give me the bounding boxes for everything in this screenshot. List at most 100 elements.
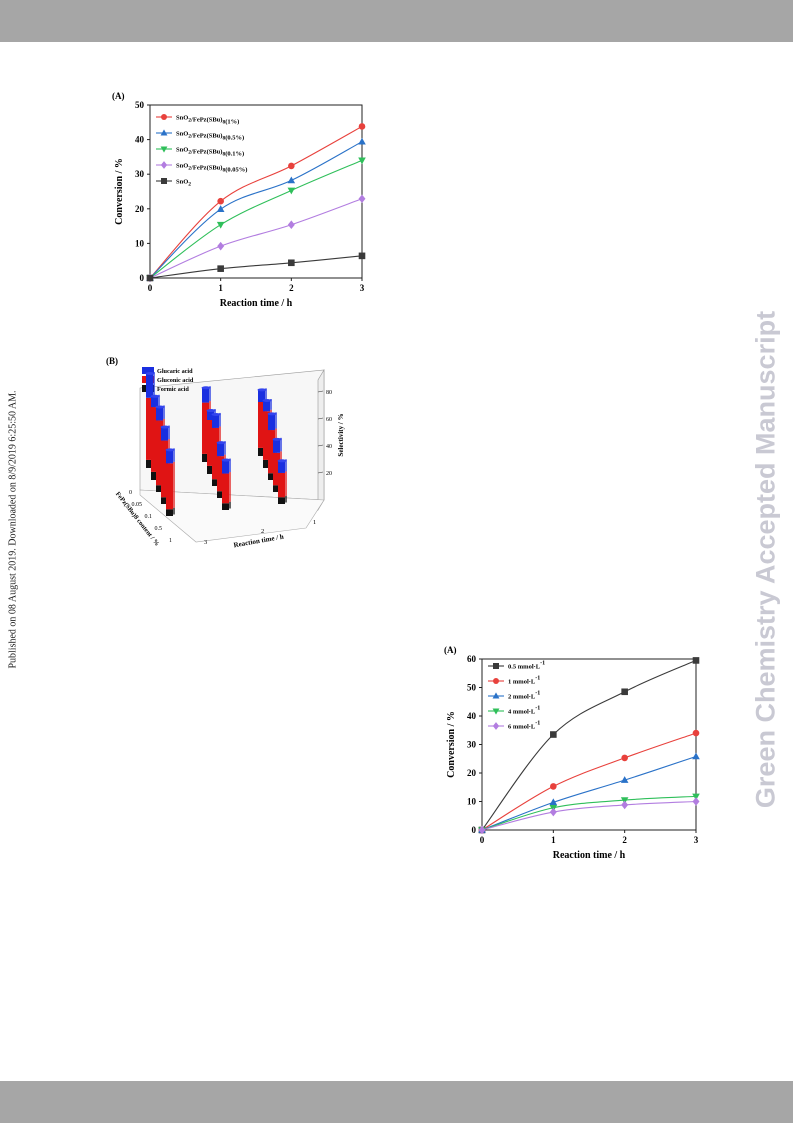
series-line <box>149 125 363 279</box>
bar-segment-side <box>285 495 287 503</box>
data-point <box>358 123 366 130</box>
x-tick-label: 2 <box>622 835 627 845</box>
content-tick-label: 0.5 <box>155 526 163 532</box>
data-point <box>692 797 700 806</box>
content-tick-label: 0 <box>129 490 132 496</box>
z-tick-label: 80 <box>326 390 332 396</box>
bar-cap <box>277 459 287 463</box>
bar-segment <box>217 442 224 457</box>
bar-segment <box>273 439 280 453</box>
bar-cap <box>272 437 282 441</box>
bar-segment-side <box>229 472 231 502</box>
y-tick-label: 40 <box>467 711 477 721</box>
data-point <box>217 197 224 205</box>
bar-segment <box>207 420 214 466</box>
x-tick-label: 1 <box>218 283 223 293</box>
content-tick-label: 0.05 <box>132 502 143 508</box>
bar-cap <box>160 425 170 429</box>
bar-segment-side <box>209 386 211 402</box>
data-point <box>287 220 295 230</box>
legend-label: SnO2/FePz(SBu)8(0.1%) <box>176 147 244 158</box>
side-wall <box>317 368 325 512</box>
data-point <box>692 657 700 664</box>
bar-segment <box>212 427 219 480</box>
series-line <box>481 659 697 831</box>
bar-segment-side <box>270 399 272 410</box>
legend-marker <box>492 692 500 699</box>
journal-watermark: Green Chemistry Accepted Manuscript <box>750 310 781 809</box>
data-point <box>216 205 225 212</box>
legend-label: SnO2/FePz(SBu)8(1%) <box>176 115 239 126</box>
bar-segment <box>217 456 224 492</box>
bar-cap <box>257 388 267 392</box>
x-tick-label: 0 <box>480 835 485 845</box>
bar-cap <box>165 448 175 452</box>
z-tick-label: 60 <box>326 417 332 423</box>
data-point <box>288 162 295 170</box>
data-point <box>358 137 366 145</box>
y-tick-label: 20 <box>135 204 145 214</box>
data-point <box>549 798 558 806</box>
bar-segment <box>258 447 265 456</box>
x-tick-label: 0 <box>148 283 153 293</box>
data-point <box>549 807 557 817</box>
bar-segment <box>222 473 229 504</box>
bar-segment <box>156 406 163 421</box>
bar-cap <box>211 412 221 416</box>
bar-segment-side <box>280 437 282 452</box>
bar-segment-side <box>158 394 160 406</box>
y-tick-label: 10 <box>467 797 477 807</box>
bar-segment <box>202 402 209 454</box>
bar-segment-side <box>265 388 267 401</box>
series-line <box>149 255 363 279</box>
bar-segment <box>161 497 168 504</box>
bar-segment-side <box>285 471 287 496</box>
bar-segment <box>207 465 214 474</box>
content-tick-label: 1 <box>169 538 172 544</box>
time-tick-label: 2 <box>261 528 264 535</box>
y-tick-label: 50 <box>467 683 477 693</box>
x-axis-label: Reaction time / h <box>553 850 626 861</box>
bar-segment <box>263 459 270 468</box>
legend-marker <box>160 146 168 153</box>
bar-segment <box>217 491 224 498</box>
bar-segment <box>212 479 219 486</box>
data-point <box>358 157 366 165</box>
data-point <box>621 688 628 696</box>
series-line <box>481 800 697 831</box>
bar-cap <box>201 386 211 390</box>
y-tick-label: 30 <box>135 169 145 179</box>
page-header-band <box>0 0 793 42</box>
data-point <box>621 800 629 810</box>
panel-label: (A) <box>112 91 125 101</box>
bar-segment <box>258 389 265 402</box>
bar-segment <box>268 473 275 480</box>
bar-segment-side <box>229 501 231 509</box>
data-point <box>692 752 700 760</box>
bar-segment-side <box>173 448 175 462</box>
bar-segment <box>166 449 173 464</box>
bar-segment <box>161 427 168 441</box>
bar-segment <box>156 420 163 486</box>
data-point <box>692 729 700 737</box>
legend-label: 0.5 mmol·L-1 <box>508 661 545 671</box>
x-tick-label: 3 <box>360 283 365 293</box>
data-point <box>692 793 700 801</box>
bar-cap <box>206 409 216 413</box>
legend-marker <box>161 114 167 120</box>
y-tick-label: 0 <box>472 825 477 835</box>
z-tick <box>317 390 324 393</box>
z-tick <box>317 444 324 447</box>
bar-segment <box>166 463 173 510</box>
bar-segment <box>156 485 163 492</box>
bar-cap <box>216 441 226 445</box>
legend-label: 2 mmol·L-1 <box>508 691 540 701</box>
z-axis-label: Selectivity / % <box>337 413 345 456</box>
y-tick-label: 30 <box>467 740 477 750</box>
content-tick-label: 0.1 <box>145 514 153 520</box>
bar-segment-side <box>173 461 175 508</box>
bar-segment <box>151 471 158 480</box>
